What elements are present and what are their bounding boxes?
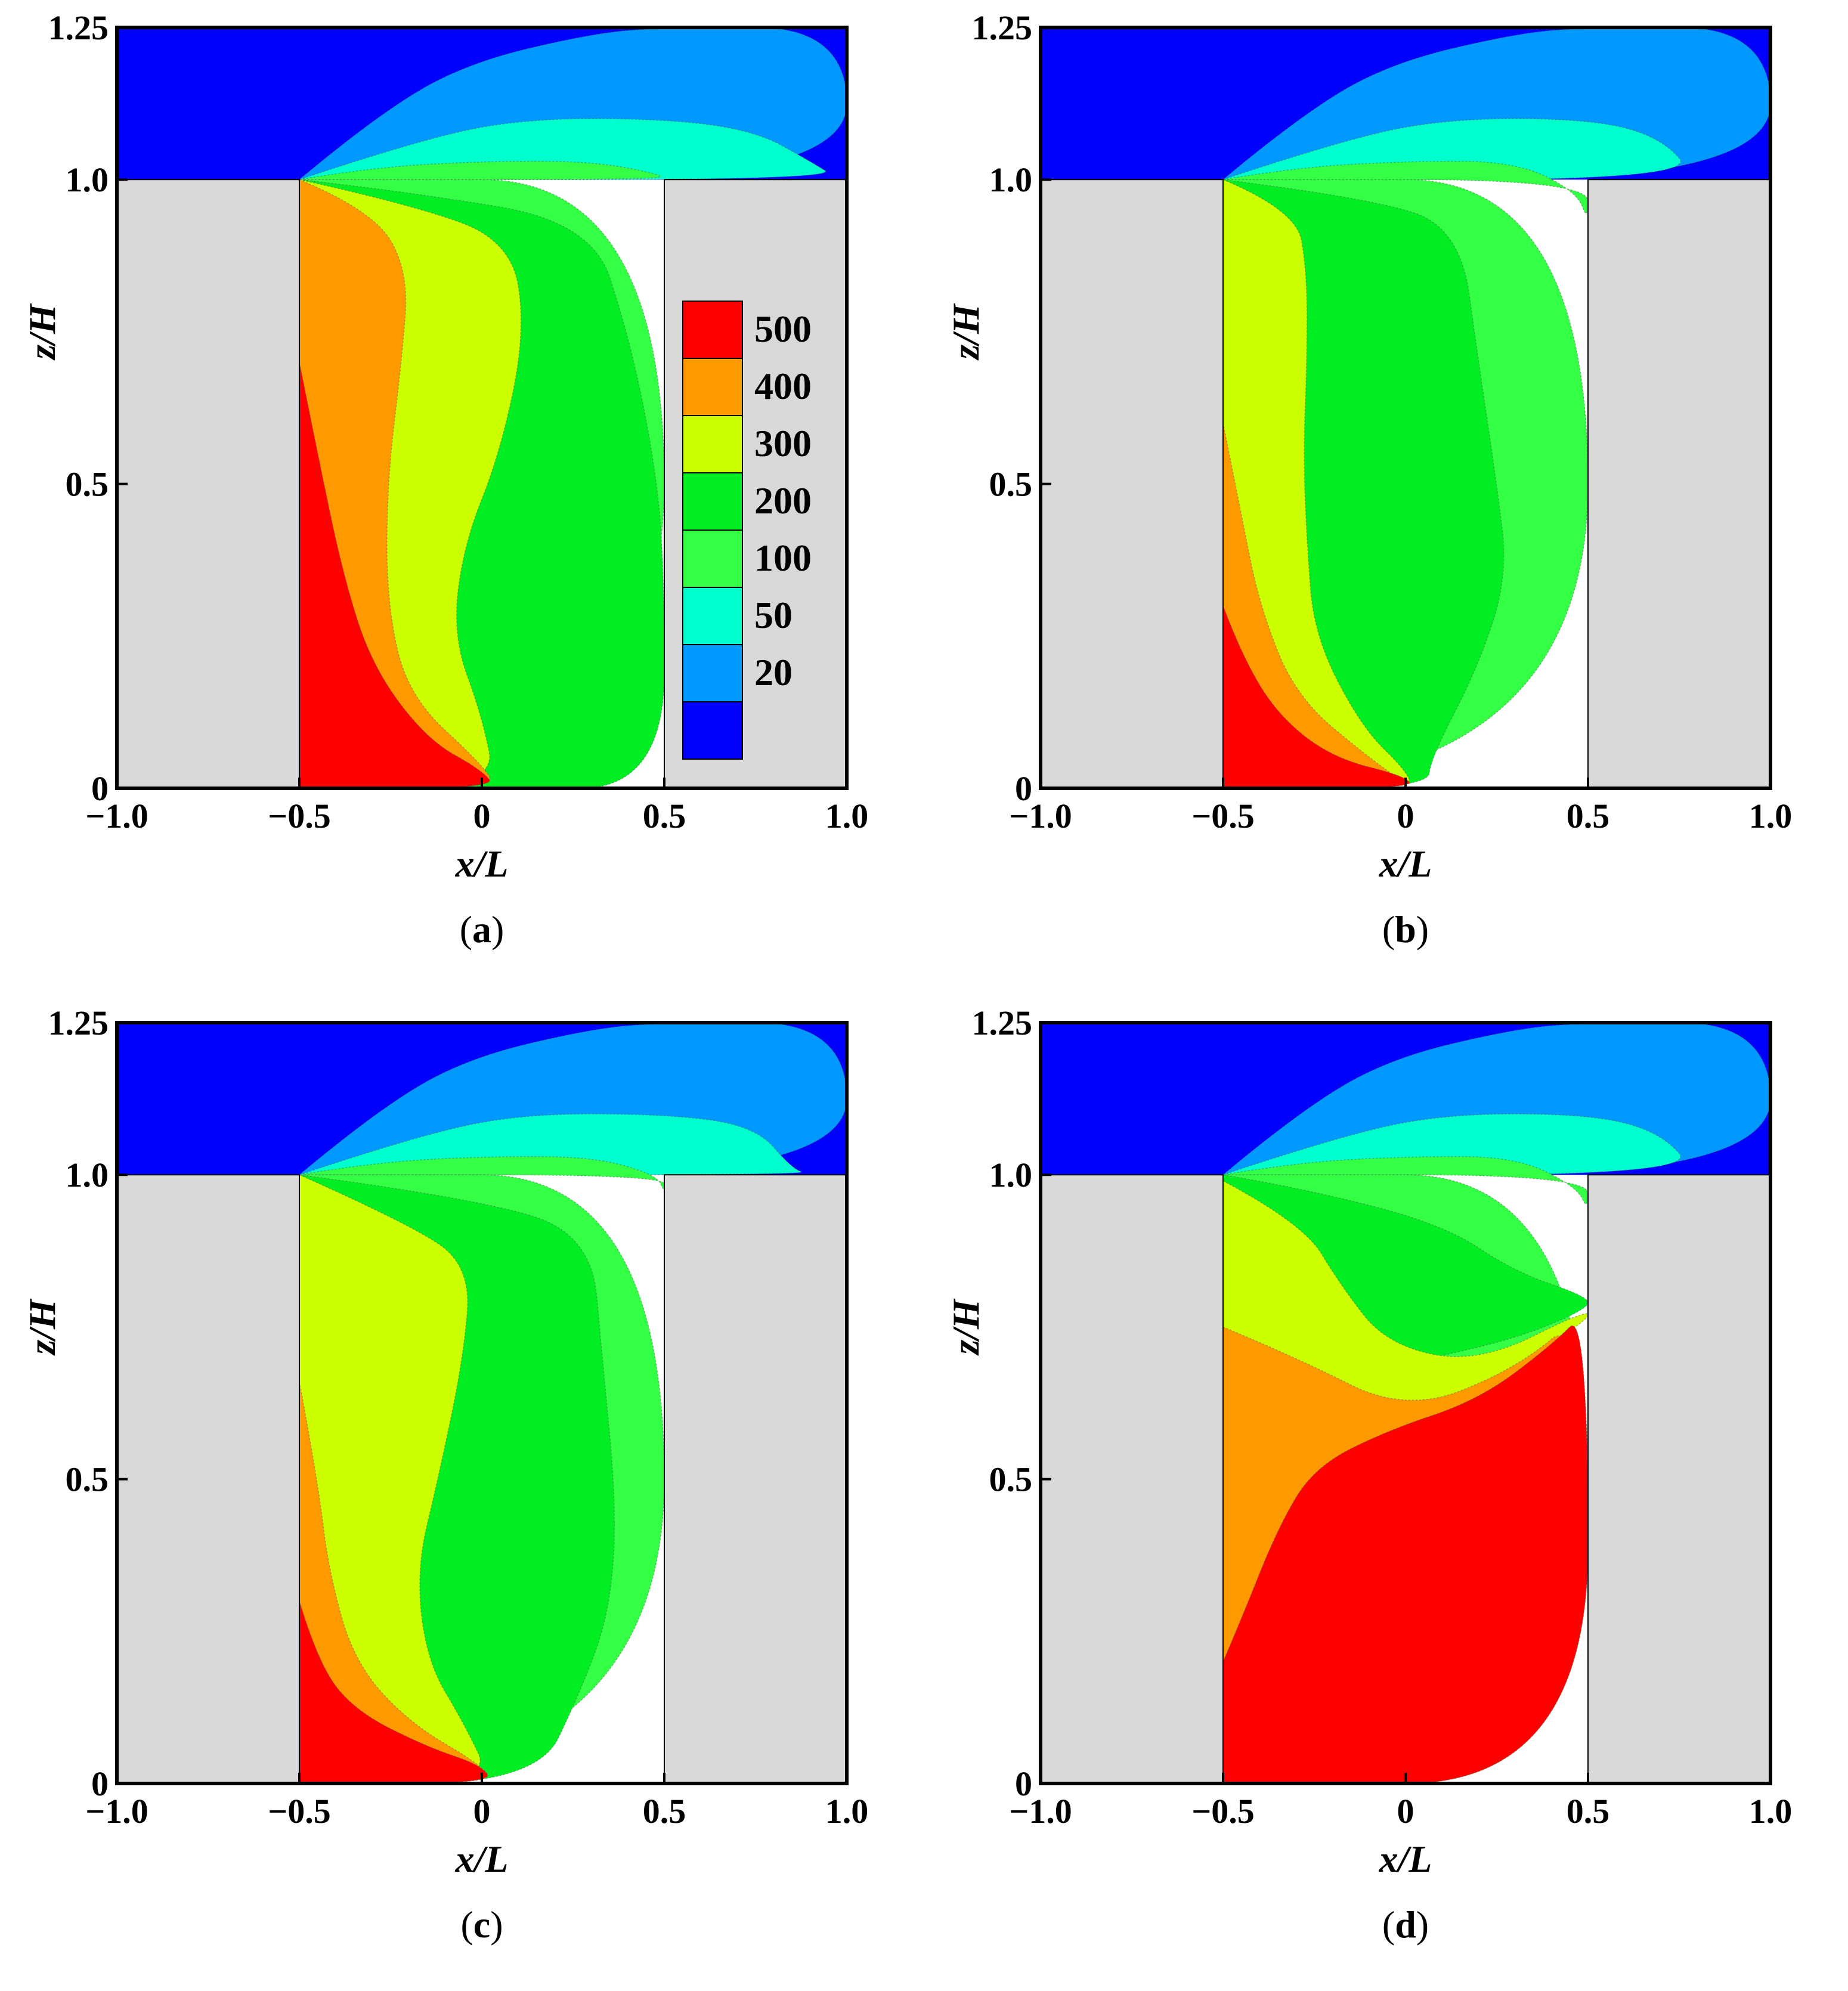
y-axis-title: z/H [945,1298,987,1356]
x-tick-label: 1.0 [825,1792,869,1831]
x-axis-title: x/L [455,1838,509,1880]
contour-plot-d: −1.0 −0.5 0 0.5 1.0 0 0.5 1.0 1.25 x/L z/H [945,1004,1793,1880]
legend-swatch [682,644,743,702]
legend-swatch [682,358,743,416]
building-left [116,179,300,789]
panel-b: −1.0 −0.5 0 0.5 1.0 0 0.5 1.0 1.25 x/L z/H (b) [924,0,1847,995]
legend-swatch [682,301,743,359]
legend-swatch [682,472,743,531]
band-sky-100 [1222,1113,1681,1175]
y-tick-label: 1.0 [989,160,1033,199]
x-tick-label: 0.5 [1567,1792,1610,1831]
band-canyon-2 [1222,1180,1589,1408]
x-tick-label: 0 [1397,797,1414,835]
x-tick-label: 0 [473,1792,491,1831]
y-tick-label: 1.25 [972,8,1033,47]
x-tick-label: 0 [1397,1792,1414,1831]
building-right [1587,179,1771,789]
x-tick-label: 0.5 [643,797,686,835]
panel-label: (c) [460,1903,503,1946]
x-tick-label: 0.5 [1567,797,1610,835]
y-tick-label: 0.5 [66,1460,109,1499]
x-tick-label: −0.5 [268,797,331,835]
legend-label: 20 [754,651,793,693]
contour-plot-a: −1.0 −0.5 0 0.5 1.0 0 0.5 1.0 1.25 x/L z/H 500 400 30… [21,8,869,885]
building-right [1587,1174,1771,1784]
legend-swatch [682,587,743,645]
y-axis-title: z/H [21,303,63,361]
legend-swatch [682,530,743,588]
y-tick-label: 0 [1015,1764,1032,1803]
y-tick-label: 0.5 [989,1460,1033,1499]
panel-d: −1.0 −0.5 0 0.5 1.0 0 0.5 1.0 1.25 x/L z/H (d) [924,995,1847,1990]
band-canyon-4 [299,1600,488,1783]
x-tick-label: 1.0 [825,797,869,835]
building-left [1040,179,1224,789]
x-tick-label: −0.5 [268,1792,331,1831]
x-tick-label: 1.0 [1749,797,1793,835]
y-tick-label: 1.0 [66,160,109,199]
legend-swatch [682,415,743,473]
contour-plot-c: −1.0 −0.5 0 0.5 1.0 0 0.5 1.0 1.25 x/L z/H [21,1004,869,1880]
x-tick-label: 1.0 [1749,1792,1793,1831]
contour-plot-b: −1.0 −0.5 0 0.5 1.0 0 0.5 1.0 1.25 x/L z/H [945,8,1793,885]
legend-label: 400 [754,365,812,407]
x-tick-label: −1.0 [1009,797,1072,835]
y-tick-label: 1.0 [989,1156,1033,1194]
x-axis-title: x/L [455,843,509,885]
legend-label: 100 [754,537,812,579]
band-sky-200 [299,160,661,180]
panel-c: −1.0 −0.5 0 0.5 1.0 0 0.5 1.0 1.25 x/L z/H (c) [0,995,924,1990]
y-tick-label: 1.25 [972,1004,1033,1042]
y-tick-label: 0 [91,769,109,808]
legend-label: 300 [754,422,812,465]
y-tick-label: 0 [91,1764,109,1803]
band-canyon-4 [1222,1325,1589,1783]
legend-label: 200 [754,479,812,522]
panel-label: (d) [1382,1903,1429,1946]
legend-swatch [682,701,743,760]
x-tick-label: −1.0 [1009,1792,1072,1831]
band-sky-100 [1222,118,1681,180]
band-sky-200 [1222,1156,1589,1204]
band-sky-200 [1222,160,1589,214]
x-tick-label: −1.0 [85,1792,148,1831]
panel-label: (b) [1382,908,1429,950]
band-canyon-4 [299,362,490,788]
x-tick-label: 0 [473,797,491,835]
y-tick-label: 0 [1015,769,1032,808]
y-tick-label: 0.5 [989,465,1033,504]
x-tick-label: −0.5 [1191,1792,1255,1831]
x-axis-title: x/L [1379,1838,1432,1880]
band-canyon-4 [1222,605,1410,788]
legend: 500 400 300 200 100 50 20 [682,301,812,760]
panel-a: −1.0 −0.5 0 0.5 1.0 0 0.5 1.0 1.25 x/L z/H 500 400 30… [0,0,924,995]
y-tick-label: 1.25 [48,1004,109,1042]
building-left [1040,1174,1224,1784]
y-axis-title: z/H [21,1298,63,1356]
legend-label: 50 [754,594,793,636]
band-sky-200 [299,1156,665,1189]
y-tick-label: 1.0 [66,1156,109,1194]
building-left [116,1174,300,1784]
y-tick-label: 1.25 [48,8,109,47]
x-tick-label: 0.5 [643,1792,686,1831]
x-tick-label: −0.5 [1191,797,1255,835]
legend-label: 500 [754,308,812,350]
x-axis-title: x/L [1379,843,1432,885]
y-tick-label: 0.5 [66,465,109,504]
y-axis-title: z/H [945,303,987,361]
x-tick-label: −1.0 [85,797,148,835]
building-right [664,1174,847,1784]
panel-label: (a) [459,908,504,950]
